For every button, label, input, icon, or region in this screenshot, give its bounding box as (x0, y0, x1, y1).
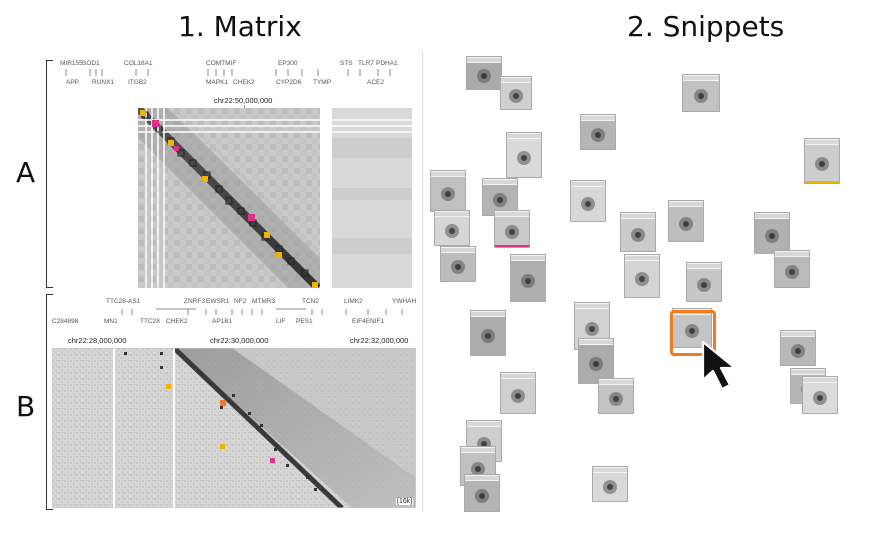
snippet-thumbnail[interactable] (682, 74, 720, 112)
gene-label: TCN2 (302, 298, 319, 305)
gene-label: EIF4ENIF1 (352, 318, 385, 325)
resolution-label: [16k] (396, 498, 414, 505)
gene-label: MN1 (104, 318, 118, 325)
snippet-thumbnail[interactable] (482, 178, 518, 216)
gene-label: RUNX1 (92, 79, 115, 86)
snippets-title: 2. Snippets (627, 10, 785, 43)
column-divider (422, 52, 423, 512)
snippet-thumbnail[interactable] (506, 132, 542, 178)
gene-label: MTMR3 (252, 298, 276, 305)
gene-label: LIMK2 (344, 298, 363, 305)
matrix-title: 1. Matrix (178, 10, 302, 43)
gene-label: TYMP (313, 79, 332, 86)
heatmap-b (52, 348, 416, 508)
gene-label: YWHAH (392, 298, 417, 305)
snippet-thumbnail[interactable] (470, 310, 506, 356)
snippet-thumbnail[interactable] (570, 180, 606, 222)
gene-label: LIF (276, 318, 286, 325)
gene-label: COL18A1 (124, 60, 153, 67)
gene-label: EWSR1 (206, 298, 230, 305)
gene-ticks-a (65, 69, 391, 76)
snippet-thumbnail[interactable] (578, 338, 614, 384)
snippet-thumbnail[interactable] (774, 250, 810, 288)
snippet-accent-bar (495, 245, 529, 247)
row-a-bracket (46, 60, 53, 288)
row-b-bracket (46, 294, 53, 510)
gene-label: TTC28 (140, 318, 160, 325)
row-label-a: A (16, 156, 36, 189)
heatmap-a-secondary (332, 108, 412, 288)
snippet-thumbnail[interactable] (500, 372, 536, 414)
snippet-thumbnail[interactable] (668, 200, 704, 242)
snippet-thumbnail[interactable] (434, 210, 470, 246)
gene-label: TTC28-AS1 (106, 298, 141, 305)
gene-label: MIR155 (60, 60, 83, 67)
snippet-thumbnail[interactable] (464, 474, 500, 512)
gene-label: ZNRF3 (184, 298, 205, 305)
snippet-thumbnail[interactable] (430, 170, 466, 212)
snippet-thumbnail[interactable] (592, 466, 628, 502)
snippet-thumbnail[interactable] (686, 262, 722, 302)
snippet-thumbnail[interactable] (598, 378, 634, 414)
gene-label: SOD1 (82, 60, 100, 67)
snippet-thumbnail[interactable] (466, 56, 502, 90)
snippet-thumbnail[interactable] (802, 376, 838, 414)
coordinate-label: chr22:30,000,000 (210, 336, 269, 345)
snippet-thumbnail[interactable] (500, 76, 532, 110)
coordinate-label: chr22:50,000,000 (214, 96, 273, 105)
gene-label: C284898 (52, 318, 79, 325)
coordinate-label: chr22:32,000,000 (350, 336, 409, 345)
selected-snippet-highlight (670, 310, 716, 356)
gene-label: STS (340, 60, 353, 67)
gene-label: CHEK2 (166, 318, 188, 325)
snippet-thumbnail[interactable] (510, 254, 546, 302)
gene-label: PES1 (296, 318, 313, 325)
snippet-thumbnail[interactable] (624, 254, 660, 298)
snippet-thumbnail[interactable] (804, 138, 840, 184)
gene-label: CHEK2 (233, 79, 255, 86)
gene-ticks-b (121, 308, 403, 315)
snippet-thumbnail[interactable] (440, 246, 476, 282)
gene-label: CYP2D6 (276, 79, 302, 86)
gene-label: AP1B1 (212, 318, 233, 325)
gene-label: APP (66, 79, 80, 86)
snippet-thumbnail[interactable] (580, 114, 616, 150)
coordinate-tick (244, 105, 245, 109)
snippet-thumbnail[interactable] (494, 210, 530, 248)
gene-label: PDHA1 (376, 60, 398, 67)
gene-label: EP300 (278, 60, 298, 67)
gene-label: MAPK1 (206, 79, 229, 86)
coordinate-label: chr22:28,000,000 (68, 336, 127, 345)
gene-label: ITGB2 (128, 79, 147, 86)
snippet-thumbnail[interactable] (620, 212, 656, 252)
gene-label: ACE2 (367, 79, 384, 86)
snippet-accent-bar (805, 181, 839, 183)
gene-label: TLR7 (358, 60, 374, 67)
gene-label: NF2 (234, 298, 247, 305)
row-label-b: B (16, 390, 36, 423)
snippet-thumbnail[interactable] (754, 212, 790, 254)
heatmap-a (138, 108, 320, 288)
mouse-cursor-icon (701, 340, 737, 391)
gene-label: COMTMIF (206, 60, 237, 67)
snippet-thumbnail[interactable] (780, 330, 816, 366)
